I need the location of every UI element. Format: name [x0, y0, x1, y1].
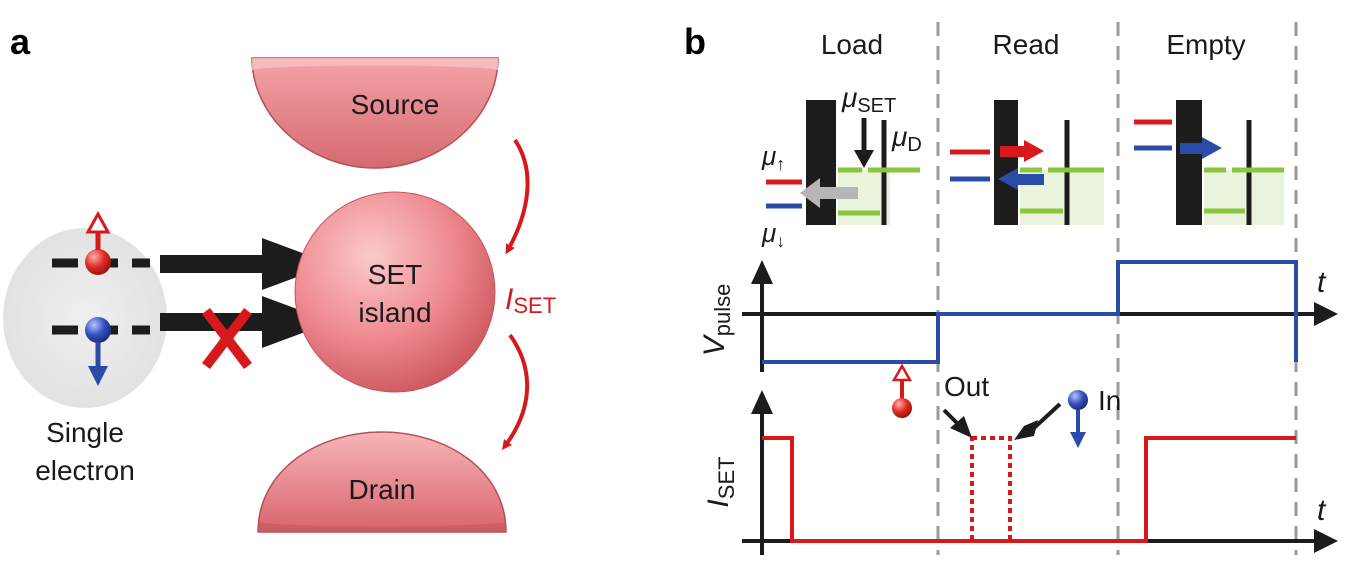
set-island	[294, 191, 496, 393]
tunnel-arrow-up	[160, 238, 332, 290]
spin-down-electron	[52, 317, 150, 386]
vpulse-trace	[762, 260, 1298, 364]
phase-load-label: Load	[821, 29, 883, 60]
out-electron-icon	[891, 363, 913, 418]
source-label: Source	[351, 89, 440, 120]
mu-set-label: μSET	[841, 82, 896, 117]
blocked-x-icon	[202, 307, 252, 370]
in-label: In	[1098, 385, 1121, 416]
panel-b-letter: b	[684, 21, 706, 62]
drain-electrode	[257, 431, 507, 533]
current-arrow-lower	[502, 333, 529, 451]
vpulse-label: Vpulse	[698, 284, 735, 357]
spin-up-electron	[52, 210, 150, 275]
read-energy-diagram	[950, 100, 1104, 225]
mu-down-label: μ↓	[761, 218, 785, 251]
load-energy-diagram	[766, 100, 920, 225]
current-label: ISET	[505, 283, 556, 318]
mu-up-label: μ↑	[761, 141, 785, 174]
time-label-top: t	[1317, 266, 1327, 299]
electron-region	[3, 228, 167, 408]
time-label-bottom: t	[1317, 494, 1327, 527]
in-electron-icon	[1068, 390, 1088, 448]
iset-blip	[970, 436, 1012, 543]
mu-d-label: μD	[891, 121, 922, 156]
in-pointer-head	[1014, 420, 1038, 440]
iset-axes	[742, 390, 1338, 555]
out-label: Out	[944, 371, 989, 402]
electron-label-line1: Single	[46, 417, 124, 448]
electron-label-line2: electron	[35, 455, 135, 486]
iset-label: ISET	[702, 456, 739, 507]
island-label-line2: island	[358, 297, 431, 328]
phase-empty-label: Empty	[1166, 29, 1245, 60]
island-label-line1: SET	[368, 259, 422, 290]
source-electrode	[251, 57, 499, 169]
panel-a-letter: a	[10, 21, 31, 62]
in-pointer-arrow	[1032, 402, 1062, 430]
out-pointer-head	[950, 416, 972, 438]
iset-trace	[762, 436, 1296, 543]
phase-read-label: Read	[993, 29, 1060, 60]
empty-energy-diagram	[1134, 100, 1284, 225]
current-arrow-upper	[505, 138, 530, 255]
drain-label: Drain	[349, 474, 416, 505]
